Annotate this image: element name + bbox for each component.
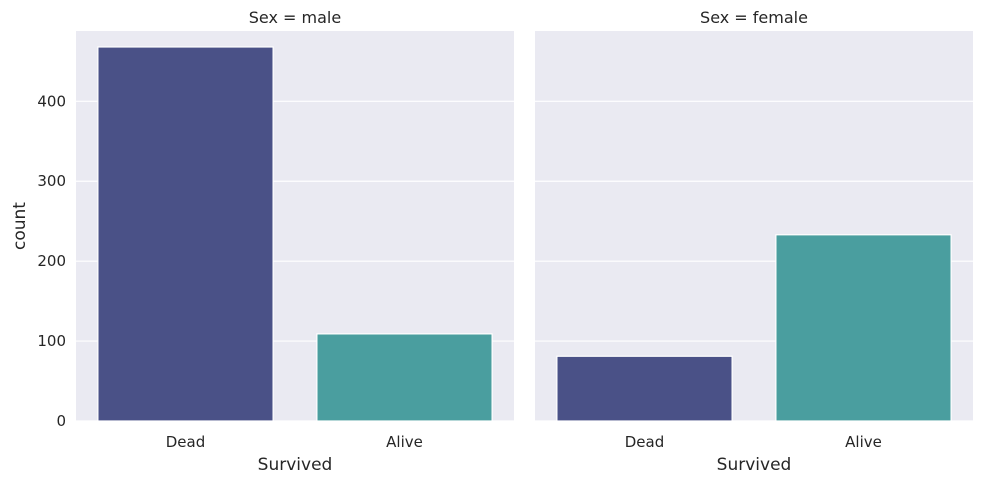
panel-title: Sex = female	[700, 8, 808, 27]
x-tick-label: Dead	[625, 433, 665, 451]
y-tick-label: 200	[37, 252, 66, 270]
bar-dead	[97, 46, 274, 422]
y-tick-label: 300	[37, 172, 66, 190]
x-axis-label: Survived	[717, 455, 792, 475]
x-tick-label: Dead	[166, 433, 206, 451]
bar-dead	[556, 355, 733, 422]
y-tick-label: 400	[37, 92, 66, 110]
y-tick-label: 0	[56, 412, 66, 430]
bar-alive	[775, 234, 952, 422]
panel-title: Sex = male	[249, 8, 341, 27]
y-tick-label: 100	[37, 332, 66, 350]
x-axis-label: Survived	[258, 455, 333, 475]
bar-alive	[316, 333, 493, 422]
x-tick-label: Alive	[386, 433, 423, 451]
y-axis-label: count	[10, 202, 30, 250]
x-tick-label: Alive	[845, 433, 882, 451]
